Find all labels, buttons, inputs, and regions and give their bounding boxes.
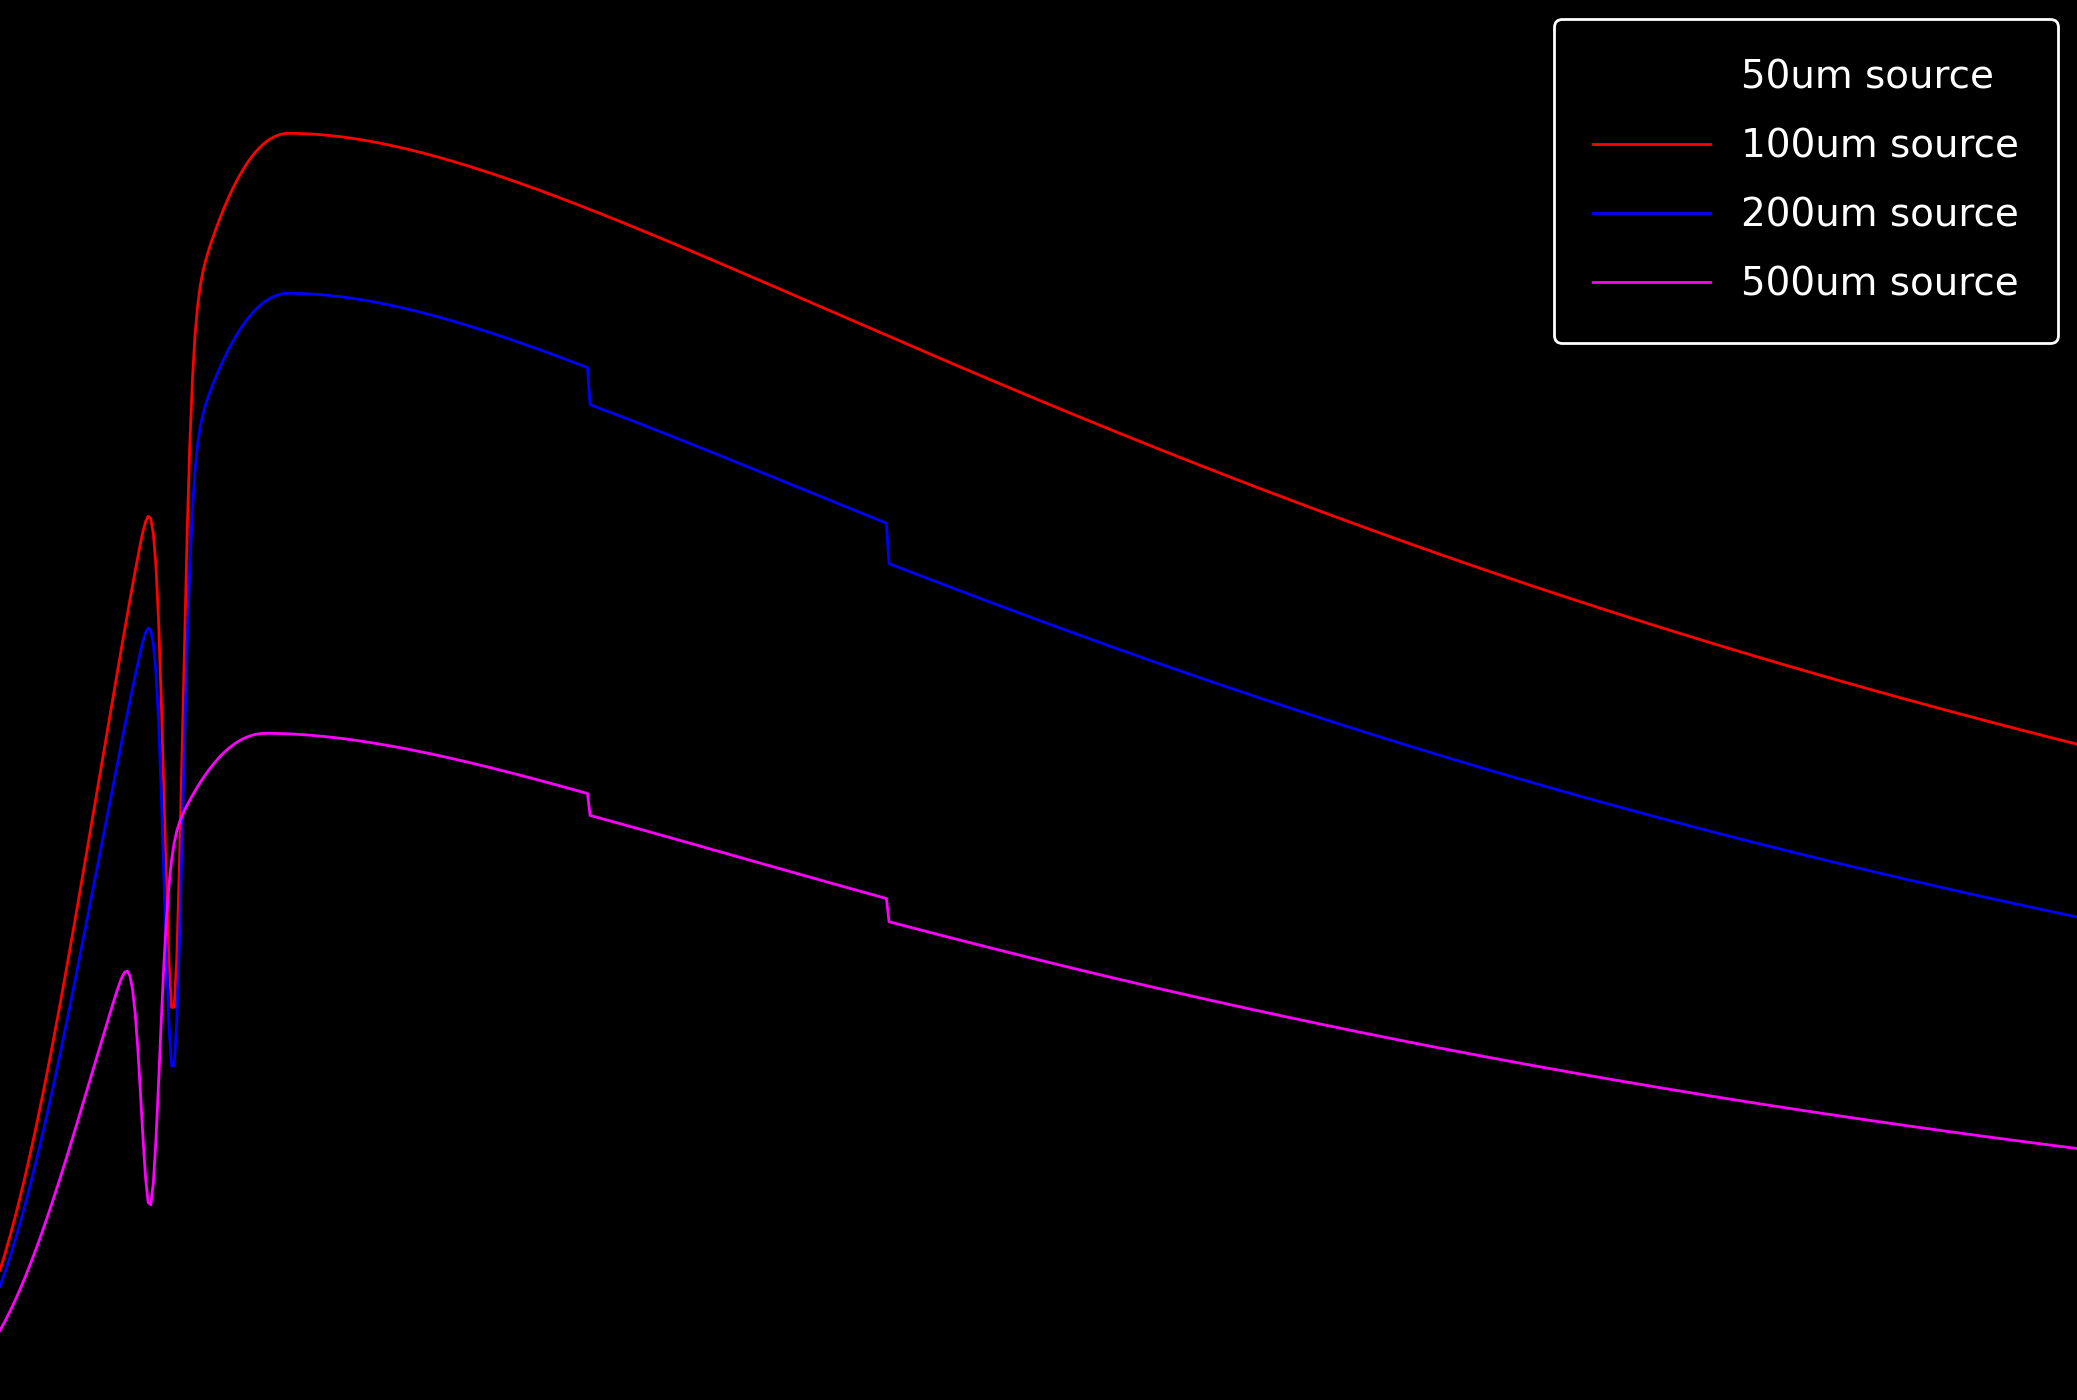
100um source (114, 606, 139, 623)
500um source (1566, 1065, 1591, 1082)
500um source (253, 725, 278, 742)
500um source (1250, 1004, 1275, 1021)
Line: 100um source: 100um source (0, 133, 2077, 1270)
50um source (276, 59, 301, 76)
100um source (1313, 505, 1338, 522)
100um source (1778, 658, 1803, 675)
500um source (114, 963, 139, 980)
50um source (1566, 522, 1591, 539)
50um source (1196, 389, 1221, 406)
500um source (1196, 991, 1221, 1008)
100um source (1566, 592, 1591, 609)
50um source (1250, 410, 1275, 427)
100um source (276, 125, 301, 141)
200um source (276, 286, 301, 302)
50um source (2065, 668, 2077, 685)
500um source (2065, 1140, 2077, 1156)
200um source (2065, 909, 2077, 925)
Line: 500um source: 500um source (0, 734, 2077, 1330)
Line: 50um source: 50um source (0, 67, 2077, 1263)
500um source (1313, 1016, 1338, 1033)
200um source (1566, 787, 1591, 804)
200um source (1313, 711, 1338, 728)
200um source (114, 706, 139, 722)
Line: 200um source: 200um source (0, 294, 2077, 1287)
50um source (114, 564, 139, 581)
50um source (1313, 434, 1338, 451)
200um source (1778, 843, 1803, 860)
200um source (1196, 672, 1221, 689)
Legend: 50um source, 100um source, 200um source, 500um source: 50um source, 100um source, 200um source,… (1554, 20, 2058, 343)
500um source (0, 1322, 12, 1338)
200um source (0, 1278, 12, 1295)
50um source (0, 1254, 12, 1271)
500um source (1778, 1100, 1803, 1117)
100um source (1196, 461, 1221, 477)
100um source (0, 1261, 12, 1278)
100um source (2065, 736, 2077, 753)
100um source (1250, 482, 1275, 498)
50um source (1778, 588, 1803, 605)
200um source (1250, 690, 1275, 707)
